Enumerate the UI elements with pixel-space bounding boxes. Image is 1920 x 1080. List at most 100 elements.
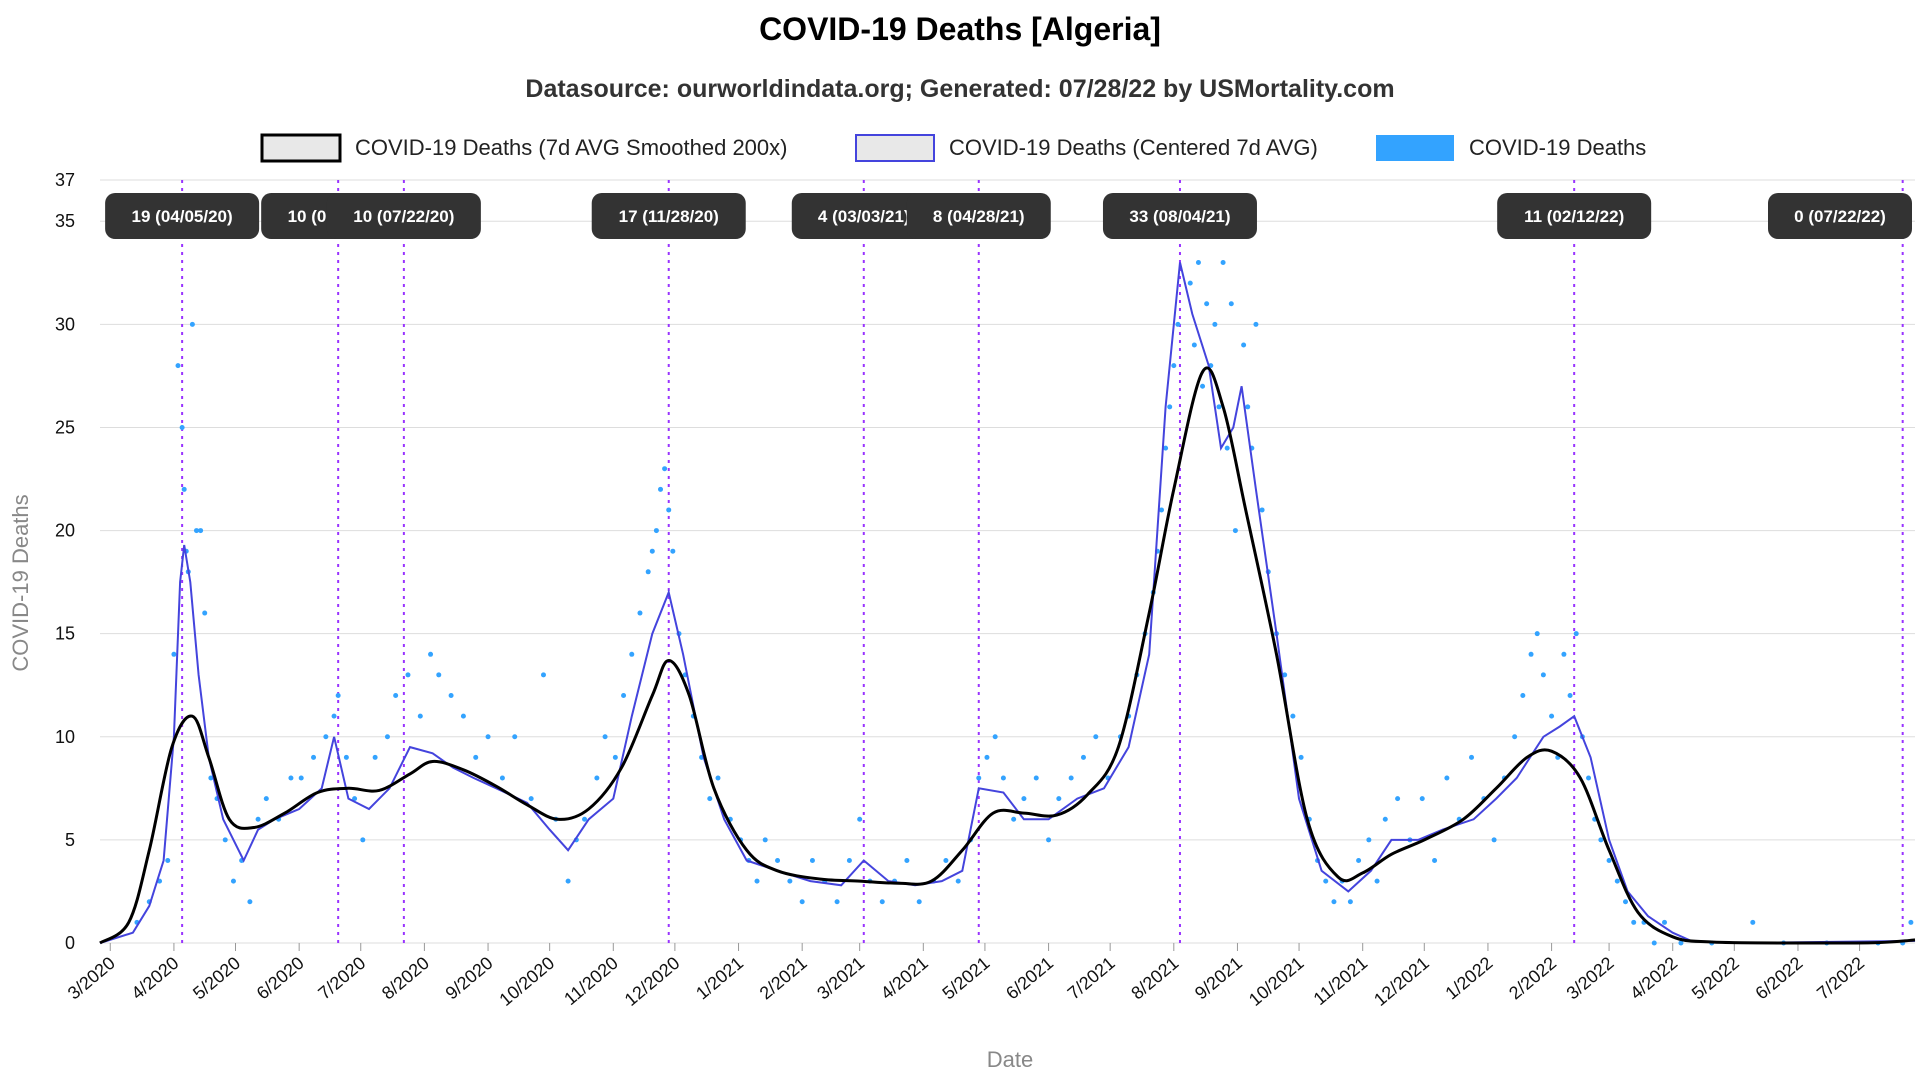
daily-point [1678,940,1684,946]
daily-point [1204,301,1210,307]
daily-point [384,734,390,740]
daily-point [1021,796,1027,802]
daily-point [540,672,546,678]
y-axis-title: COVID-19 Deaths [8,494,33,671]
daily-point [1000,775,1006,781]
daily-point [288,775,294,781]
daily-point [653,528,659,534]
y-tick-label: 30 [55,314,75,334]
x-tick-label: 6/2022 [1752,953,1807,1004]
daily-point [230,878,236,884]
daily-point [1033,775,1039,781]
daily-point [775,858,781,864]
daily-point [1374,878,1380,884]
daily-point [582,816,588,822]
x-tick-label: 9/2021 [1191,953,1246,1004]
legend-swatch-centered[interactable] [855,134,935,162]
daily-point [1331,899,1337,905]
x-tick-label: 8/2021 [1127,953,1182,1004]
daily-point [189,321,195,327]
x-tick-label: 12/2021 [1370,953,1433,1010]
x-tick-label: 3/2020 [64,953,119,1004]
daily-point [1080,754,1086,760]
daily-point [1163,445,1169,451]
daily-point [1444,775,1450,781]
annotation-label: 8 (04/28/21) [933,207,1025,226]
series-daily-points [134,198,1914,946]
x-tick-label: 11/2020 [560,953,622,1009]
daily-point [715,775,721,781]
daily-point [1512,734,1518,740]
y-tick-label: 10 [55,727,75,747]
daily-point [1175,321,1181,327]
chart-title: COVID-19 Deaths [Algeria] [759,11,1161,47]
daily-point [1347,899,1353,905]
x-tick-label: 4/2021 [877,953,932,1004]
daily-point [1241,342,1247,348]
annotation-label: 0 (07/22/22) [1794,207,1886,226]
series-line-smoothed [99,366,1916,945]
annotation-badge [1497,193,1652,239]
annotation-badge [1768,193,1912,239]
daily-point [311,754,317,760]
daily-point [602,734,608,740]
legend-label-centered[interactable]: COVID-19 Deaths (Centered 7d AVG) [949,135,1318,160]
daily-point [846,858,852,864]
y-tick-label: 15 [55,624,75,644]
daily-point [1567,693,1573,699]
daily-point [1614,878,1620,884]
daily-point [428,651,434,657]
daily-point [1216,404,1222,410]
daily-point [1245,404,1251,410]
daily-point [1228,301,1234,307]
daily-point [1534,631,1540,637]
daily-point [1253,321,1259,327]
x-tick-label: 4/2020 [127,953,182,1004]
daily-point [1382,816,1388,822]
legend-label-smoothed[interactable]: COVID-19 Deaths (7d AVG Smoothed 200x) [355,135,787,160]
daily-point [512,734,518,740]
daily-point [1549,713,1555,719]
daily-point [992,734,998,740]
annotation-badges: 19 (04/05/20)10 (06/20/20)10 (07/22/20)1… [105,193,1912,239]
daily-point [1540,672,1546,678]
x-tick-label: 1/2021 [692,953,747,1004]
x-tick-label: 3/2021 [813,953,868,1004]
x-tick-label: 10/2020 [496,953,559,1010]
daily-point [198,528,204,534]
series-line-centered [99,262,1916,945]
x-tick-label: 9/2020 [442,953,497,1004]
daily-point [1432,858,1438,864]
legend-swatch-smoothed[interactable] [260,133,342,163]
legend-label-daily[interactable]: COVID-19 Deaths [1469,135,1646,160]
daily-point [754,878,760,884]
y-tick-label: 25 [55,417,75,437]
x-tick-label: 6/2021 [1002,953,1057,1004]
legend: COVID-19 Deaths (7d AVG Smoothed 200x) C… [260,133,1646,163]
daily-point [799,899,805,905]
daily-point [1395,796,1401,802]
daily-point [1598,837,1604,843]
daily-point [1068,775,1074,781]
daily-point [1282,672,1288,678]
daily-point [1491,837,1497,843]
daily-point [1167,404,1173,410]
daily-point [202,610,208,616]
daily-point [1469,754,1475,760]
y-tick-label: 35 [55,211,75,231]
x-tick-label: 2/2022 [1505,953,1560,1004]
daily-point [1419,796,1425,802]
y-tick-label: 5 [65,830,75,850]
y-tick-labels: 0 5 10 15 20 25 30 35 37 [55,170,75,953]
annotation-label: 4 (03/03/21) [818,207,910,226]
daily-point [621,693,627,699]
daily-point [1908,919,1914,925]
annotation-label: 11 (02/12/22) [1524,207,1624,226]
daily-point [787,878,793,884]
daily-point [1212,321,1218,327]
daily-point [165,858,171,864]
x-tick-label: 7/2022 [1813,953,1868,1004]
daily-point [175,363,181,369]
legend-swatch-daily[interactable] [1376,135,1454,161]
